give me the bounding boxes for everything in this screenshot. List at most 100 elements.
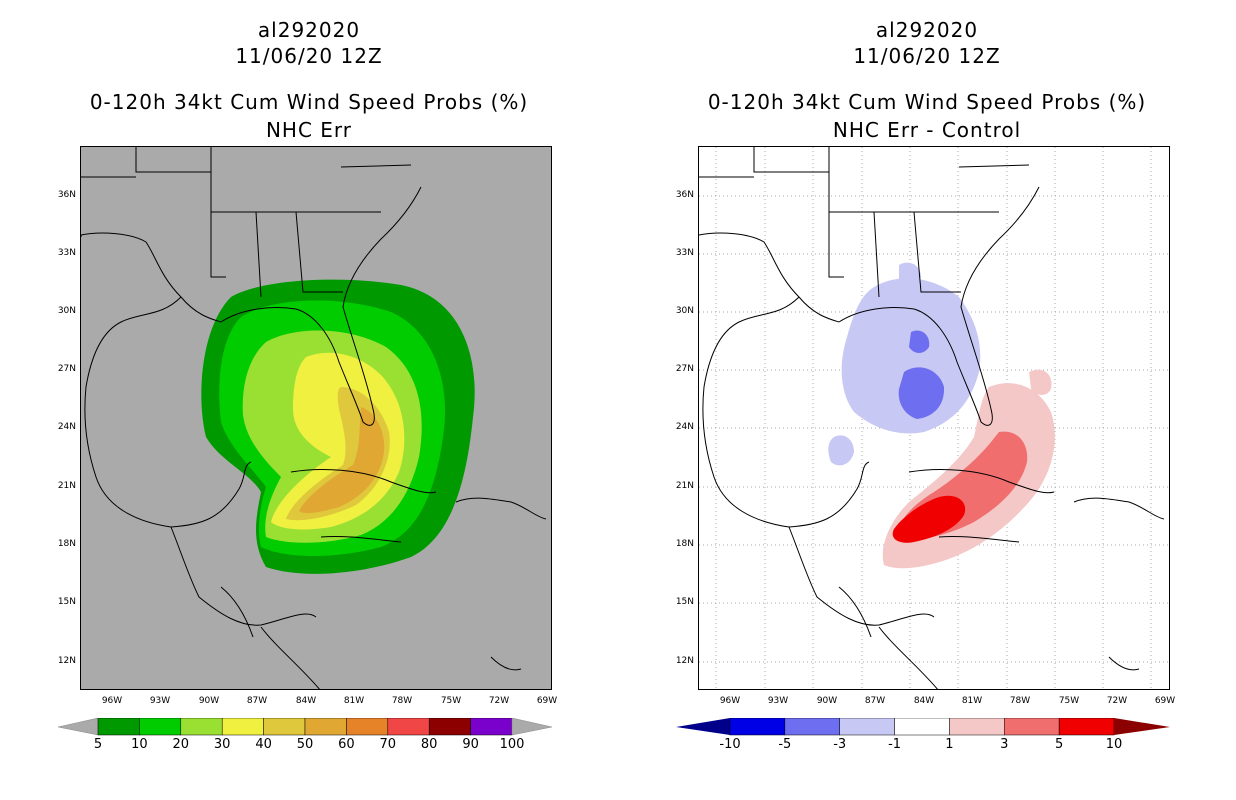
- left-colorbar-label: 60: [338, 737, 355, 752]
- left-colorbar-low-arrow: [57, 718, 99, 736]
- prob-50-contour: [299, 407, 385, 514]
- lon-label: 69W: [1154, 696, 1176, 706]
- lon-label: 87W: [864, 696, 886, 706]
- lon-label: 72W: [1106, 696, 1128, 706]
- left-colorbar-label: 30: [213, 737, 231, 752]
- right-map-coastlines: [699, 147, 1165, 689]
- left-colorbar-label: 50: [296, 737, 314, 752]
- lon-label: 75W: [440, 696, 462, 706]
- right-colorbar-cell: [949, 718, 1005, 736]
- left-panel: al292020 11/06/20 12Z 0-120h 34kt Cum Wi…: [57, 18, 558, 752]
- right-colorbar-cell: [1058, 718, 1115, 736]
- left-title-storm: al292020: [257, 18, 361, 42]
- left-colorbar-cell: [304, 718, 347, 736]
- lat-label: 24N: [675, 422, 694, 432]
- diff-negative-medium-north: [909, 330, 930, 353]
- left-colorbar-cell: [139, 718, 182, 736]
- left-colorbar-label: 5: [93, 737, 103, 752]
- right-colorbar-label: 10: [1105, 737, 1123, 752]
- left-title-date: 11/06/20 12Z: [235, 44, 383, 68]
- lon-label: 84W: [295, 696, 317, 706]
- right-colorbar-label: 3: [1000, 737, 1009, 752]
- lon-label: 96W: [101, 696, 123, 706]
- left-colorbar-label: 20: [172, 737, 190, 752]
- right-map-svg: [699, 147, 1169, 689]
- lon-label: 81W: [961, 696, 983, 706]
- lon-label: 93W: [149, 696, 171, 706]
- left-map-svg: [81, 147, 551, 689]
- lon-label: 78W: [391, 696, 413, 706]
- left-colorbar-label: 40: [255, 737, 272, 752]
- lat-label: 27N: [675, 364, 694, 374]
- left-colorbar: [57, 718, 553, 736]
- right-colorbar-label: -5: [778, 737, 792, 752]
- lon-label: 90W: [816, 696, 838, 706]
- lat-label: 21N: [675, 481, 694, 491]
- left-colorbar-label: 100: [499, 737, 525, 752]
- lat-label: 12N: [57, 656, 76, 666]
- right-colorbar-cell: [729, 718, 786, 736]
- left-colorbar-cell: [221, 718, 264, 736]
- lat-label: 33N: [675, 248, 694, 258]
- lat-label: 30N: [57, 306, 76, 316]
- right-colorbar-low-arrow: [676, 718, 730, 735]
- lon-label: 72W: [488, 696, 510, 706]
- left-colorbar-cell: [387, 718, 430, 736]
- lon-label: 96W: [719, 696, 741, 706]
- left-colorbar-label: 70: [379, 737, 397, 752]
- lat-label: 33N: [57, 248, 76, 258]
- lon-label: 87W: [246, 696, 268, 706]
- diff-negative-light-north: [899, 262, 921, 287]
- left-colorbar-cell: [180, 718, 223, 736]
- right-title-date: 11/06/20 12Z: [853, 44, 1001, 68]
- right-colorbar-label: -1: [888, 737, 902, 752]
- lon-label: 75W: [1058, 696, 1080, 706]
- left-title-subtitle: NHC Err: [265, 118, 353, 142]
- right-panel: al292020 11/06/20 12Z 0-120h 34kt Cum Wi…: [618, 0, 1236, 800]
- right-colorbar-cells: [729, 718, 1115, 736]
- lat-label: 36N: [675, 190, 694, 200]
- lon-label: 93W: [767, 696, 789, 706]
- left-colorbar-cell: [346, 718, 389, 736]
- lat-label: 36N: [57, 190, 76, 200]
- right-colorbar-high-arrow: [1114, 718, 1170, 735]
- left-colorbar-cell: [428, 718, 471, 736]
- right-colorbar-label: -10: [719, 737, 741, 752]
- lat-label: 18N: [57, 539, 76, 549]
- diff-negative-light-west: [828, 435, 854, 466]
- lon-label: 84W: [913, 696, 935, 706]
- diff-negative-medium: [898, 367, 945, 419]
- lon-label: 90W: [198, 696, 220, 706]
- right-colorbar-label: 5: [1055, 737, 1064, 752]
- left-colorbar-label: 10: [131, 737, 148, 752]
- diff-positive-strong: [892, 495, 966, 543]
- lon-label: 69W: [536, 696, 558, 706]
- lat-label: 18N: [675, 539, 694, 549]
- left-colorbar-label: 90: [462, 737, 479, 752]
- right-colorbar-cell: [839, 718, 895, 736]
- lon-label: 78W: [1009, 696, 1031, 706]
- right-map: [698, 146, 1170, 690]
- right-colorbar-cell: [1004, 718, 1060, 736]
- lat-label: 30N: [675, 306, 694, 316]
- lat-label: 15N: [57, 597, 76, 607]
- left-colorbar-label: 80: [420, 737, 438, 752]
- right-title-subtitle: NHC Err - Control: [832, 118, 1022, 142]
- lat-label: 12N: [675, 656, 694, 666]
- lat-label: 21N: [57, 481, 76, 491]
- left-title-product: 0-120h 34kt Cum Wind Speed Probs (%): [89, 90, 529, 114]
- right-colorbar-label: 1: [945, 737, 954, 752]
- left-map: [80, 146, 552, 690]
- lon-label: 81W: [343, 696, 365, 706]
- lat-label: 24N: [57, 422, 76, 432]
- right-colorbar-cell: [784, 718, 840, 736]
- right-title-product: 0-120h 34kt Cum Wind Speed Probs (%): [707, 90, 1147, 114]
- lat-label: 15N: [675, 597, 694, 607]
- diff-negative-light: [841, 278, 981, 434]
- left-colorbar-cells: [97, 718, 513, 736]
- lat-label: 27N: [57, 364, 76, 374]
- right-colorbar: [676, 718, 1170, 736]
- diff-positive-light-east: [1029, 369, 1052, 395]
- left-map-coastlines: [81, 147, 547, 689]
- left-colorbar-cell: [470, 718, 513, 736]
